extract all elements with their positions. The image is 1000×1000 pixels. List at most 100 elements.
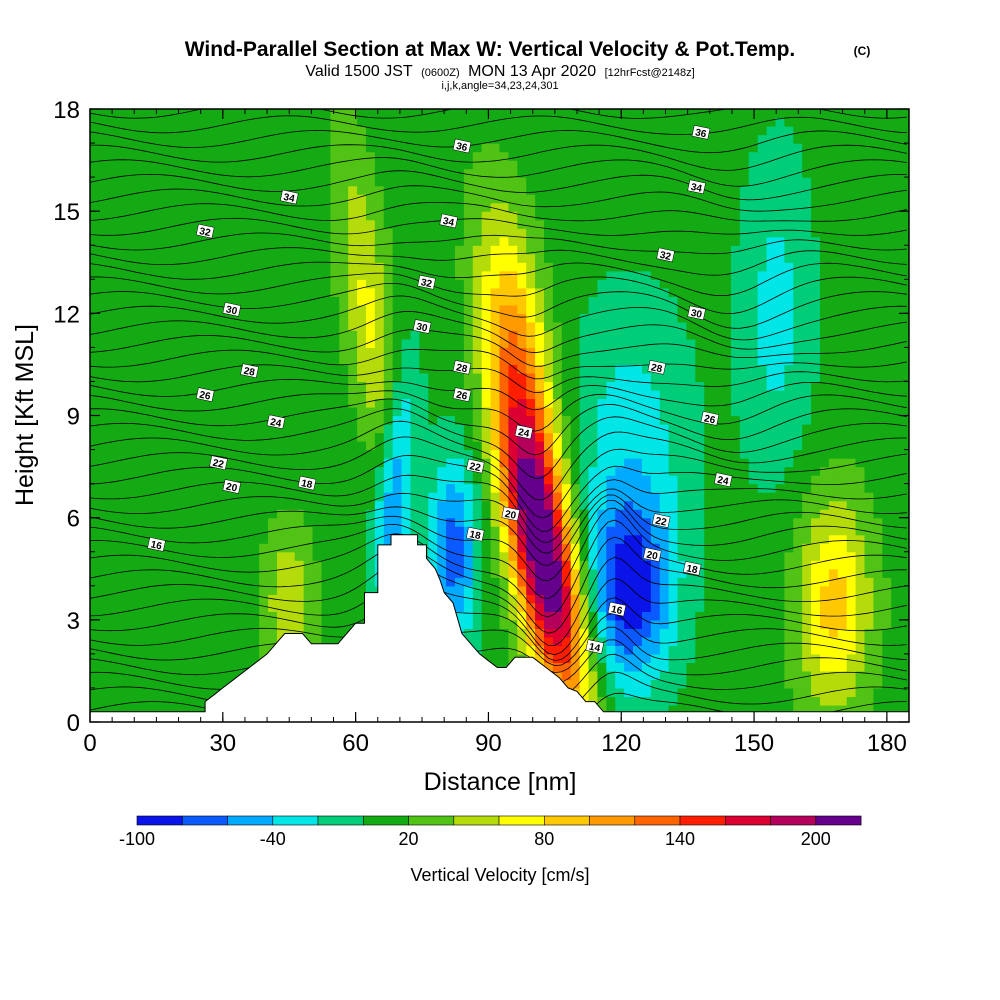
field-cell bbox=[775, 679, 785, 689]
field-cell bbox=[490, 645, 501, 655]
field-cell bbox=[374, 526, 385, 536]
field-cell bbox=[454, 560, 465, 570]
field-cell bbox=[321, 415, 331, 425]
field-cell bbox=[268, 372, 278, 383]
field-cell bbox=[882, 534, 892, 544]
field-cell bbox=[463, 424, 474, 434]
field-cell bbox=[793, 441, 803, 451]
field-cell bbox=[828, 636, 839, 646]
field-cell bbox=[588, 364, 599, 374]
field-cell bbox=[98, 313, 109, 323]
field-cell bbox=[633, 338, 643, 348]
field-cell bbox=[152, 653, 162, 663]
field-cell bbox=[633, 279, 643, 289]
field-cell bbox=[294, 492, 305, 502]
field-cell bbox=[811, 279, 821, 289]
field-cell bbox=[624, 458, 634, 468]
field-cell bbox=[508, 577, 518, 587]
field-cell bbox=[837, 441, 848, 451]
field-cell bbox=[570, 560, 581, 570]
field-cell bbox=[882, 330, 892, 340]
field-cell bbox=[713, 534, 723, 544]
field-cell bbox=[819, 551, 830, 561]
field-cell bbox=[677, 543, 688, 553]
field-cell bbox=[873, 432, 883, 442]
field-cell bbox=[90, 560, 100, 570]
field-cell bbox=[107, 321, 118, 331]
field-cell bbox=[205, 321, 216, 331]
field-cell bbox=[855, 270, 866, 280]
field-cell bbox=[668, 424, 679, 434]
field-cell bbox=[170, 645, 180, 655]
field-cell bbox=[98, 270, 109, 280]
field-cell bbox=[517, 338, 527, 348]
field-cell bbox=[713, 304, 723, 314]
field-cell bbox=[624, 687, 634, 698]
field-cell bbox=[437, 509, 447, 519]
field-cell bbox=[446, 330, 456, 340]
field-cell bbox=[846, 279, 857, 289]
field-cell bbox=[819, 424, 830, 434]
field-cell bbox=[490, 500, 501, 510]
field-cell bbox=[739, 526, 750, 536]
field-cell bbox=[588, 602, 599, 612]
field-cell bbox=[383, 449, 394, 459]
field-cell bbox=[606, 509, 616, 519]
field-cell bbox=[90, 670, 100, 681]
field-cell bbox=[250, 568, 260, 578]
field-cell bbox=[775, 543, 785, 553]
field-cell bbox=[757, 330, 768, 340]
field-cell bbox=[374, 270, 385, 280]
field-cell bbox=[588, 304, 599, 314]
field-cell bbox=[170, 415, 180, 425]
field-cell bbox=[882, 381, 892, 391]
field-cell bbox=[624, 415, 634, 425]
field-cell bbox=[187, 602, 198, 612]
field-cell bbox=[508, 560, 518, 570]
field-cell bbox=[499, 611, 509, 621]
field-cell bbox=[677, 287, 688, 297]
field-cell bbox=[757, 602, 768, 612]
field-cell bbox=[508, 602, 518, 612]
field-cell bbox=[196, 526, 207, 536]
field-cell bbox=[454, 398, 465, 408]
field-cell bbox=[348, 602, 358, 612]
field-cell bbox=[454, 611, 465, 621]
field-cell bbox=[650, 432, 661, 442]
field-cell bbox=[695, 296, 705, 306]
field-cell bbox=[374, 534, 385, 544]
field-cell bbox=[579, 432, 590, 442]
field-cell bbox=[864, 321, 874, 331]
field-cell bbox=[125, 449, 136, 459]
field-cell bbox=[463, 602, 474, 612]
field-cell bbox=[187, 534, 198, 544]
field-cell bbox=[561, 653, 572, 663]
field-cell bbox=[837, 389, 848, 400]
field-cell bbox=[268, 406, 278, 417]
field-cell bbox=[615, 287, 625, 297]
field-cell bbox=[170, 355, 180, 366]
field-cell bbox=[677, 577, 688, 587]
field-cell bbox=[775, 364, 785, 374]
field-cell bbox=[748, 270, 759, 280]
field-cell bbox=[259, 551, 269, 561]
field-cell bbox=[517, 262, 527, 272]
field-cell bbox=[793, 636, 803, 646]
field-cell bbox=[730, 483, 741, 493]
field-cell bbox=[419, 526, 429, 536]
field-cell bbox=[196, 279, 207, 289]
field-cell bbox=[526, 364, 536, 374]
field-cell bbox=[624, 483, 634, 493]
field-cell bbox=[837, 458, 848, 468]
field-cell bbox=[152, 500, 162, 510]
field-cell bbox=[597, 432, 607, 442]
field-cell bbox=[143, 483, 153, 493]
field-cell bbox=[526, 551, 536, 561]
field-cell bbox=[321, 432, 331, 442]
field-cell bbox=[241, 415, 251, 425]
field-cell bbox=[650, 389, 661, 400]
field-cell bbox=[606, 475, 616, 485]
field-cell bbox=[686, 355, 696, 366]
field-cell bbox=[472, 611, 483, 621]
field-cell bbox=[187, 500, 198, 510]
